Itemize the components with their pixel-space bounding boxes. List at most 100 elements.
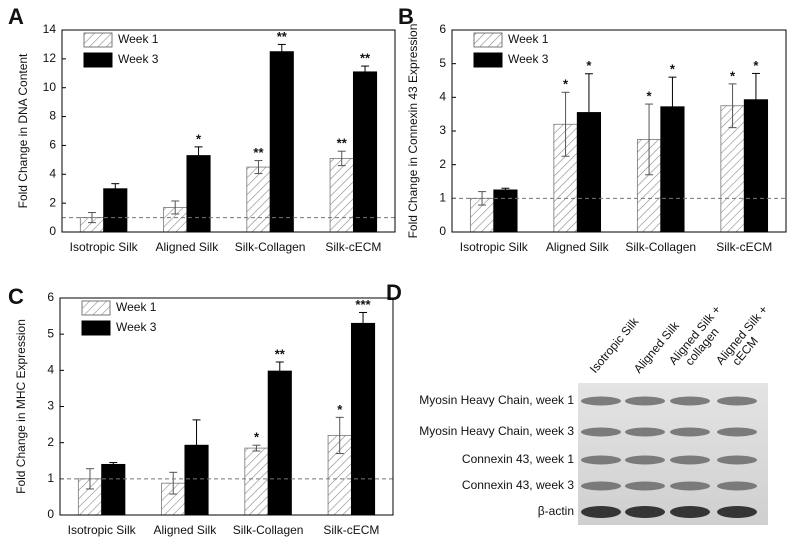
bar bbox=[103, 188, 128, 233]
error-bar bbox=[561, 91, 570, 157]
error-bar bbox=[109, 462, 118, 467]
x-tick-label: Isotropic Silk bbox=[68, 523, 137, 537]
bar bbox=[244, 447, 269, 516]
row-label: Myosin Heavy Chain, week 1 bbox=[419, 393, 574, 407]
error-bar bbox=[751, 72, 760, 127]
blot-band bbox=[581, 455, 621, 465]
y-tick-label: 2 bbox=[439, 157, 446, 171]
error-bar bbox=[584, 73, 593, 152]
error-bar bbox=[277, 43, 286, 60]
error-bar bbox=[252, 444, 261, 452]
error-bar bbox=[728, 83, 737, 129]
blot-band bbox=[625, 396, 665, 406]
blot-band bbox=[625, 455, 665, 465]
panel-label: B bbox=[398, 4, 414, 29]
blot-band bbox=[625, 506, 665, 518]
y-tick-label: 2 bbox=[49, 195, 56, 209]
significance: ** bbox=[275, 346, 286, 361]
legend-swatch bbox=[81, 300, 111, 316]
row-label: Myosin Heavy Chain, week 3 bbox=[419, 424, 574, 438]
significance: * bbox=[730, 68, 736, 83]
bar bbox=[350, 322, 376, 516]
blot-band bbox=[670, 481, 710, 491]
error-bar bbox=[359, 311, 368, 335]
panel-label: D bbox=[386, 280, 402, 305]
error-bar bbox=[335, 416, 344, 455]
x-tick-label: Isotropic Silk bbox=[460, 240, 529, 254]
error-bar bbox=[169, 471, 178, 495]
significance: ** bbox=[277, 29, 288, 44]
bar bbox=[267, 370, 292, 516]
legend-label: Week 1 bbox=[508, 32, 549, 46]
y-axis-title: Fold Change in DNA Content bbox=[16, 53, 30, 208]
blot-band bbox=[581, 481, 621, 491]
bar bbox=[329, 158, 354, 233]
x-tick-label: Aligned Silk bbox=[546, 240, 610, 254]
error-bar bbox=[171, 200, 180, 215]
bar bbox=[269, 51, 294, 233]
y-tick-label: 3 bbox=[439, 123, 446, 137]
significance: ** bbox=[253, 145, 264, 160]
legend-swatch bbox=[473, 32, 503, 48]
significance: * bbox=[254, 430, 260, 445]
y-axis-title: Fold Change in Connexin 43 Expression bbox=[406, 24, 420, 239]
error-bar bbox=[192, 419, 201, 472]
bar bbox=[101, 463, 126, 516]
significance: * bbox=[196, 131, 202, 146]
significance: ** bbox=[360, 51, 371, 66]
y-tick-label: 4 bbox=[49, 166, 56, 180]
x-tick-label: Isotropic Silk bbox=[70, 240, 139, 254]
plot-frame bbox=[59, 297, 394, 516]
significance: * bbox=[586, 58, 592, 73]
y-tick-label: 6 bbox=[439, 22, 446, 36]
error-bar bbox=[254, 160, 263, 175]
significance: * bbox=[337, 402, 343, 417]
blot-band bbox=[670, 506, 710, 518]
y-tick-label: 6 bbox=[47, 290, 54, 304]
legend-label: Week 1 bbox=[118, 32, 159, 46]
y-tick-label: 1 bbox=[439, 191, 446, 205]
bar bbox=[246, 166, 271, 233]
y-tick-label: 12 bbox=[43, 51, 57, 65]
panel-label: A bbox=[8, 4, 24, 29]
error-bar bbox=[501, 187, 510, 193]
y-tick-label: 4 bbox=[439, 90, 446, 104]
blot-band bbox=[717, 396, 757, 406]
blot-band bbox=[717, 455, 757, 465]
bar bbox=[186, 155, 211, 233]
y-tick-label: 8 bbox=[49, 109, 56, 123]
legend-swatch bbox=[81, 320, 111, 336]
panel-label: C bbox=[8, 284, 24, 309]
y-tick-label: 1 bbox=[47, 471, 54, 485]
blot-band bbox=[670, 396, 710, 406]
legend-swatch bbox=[473, 52, 503, 68]
significance: * bbox=[647, 89, 653, 104]
x-tick-label: Silk-Collagen bbox=[233, 523, 304, 537]
significance: * bbox=[670, 62, 676, 77]
blot-band bbox=[717, 427, 757, 437]
legend-label: Week 1 bbox=[116, 300, 157, 314]
x-tick-label: Silk-Collagen bbox=[235, 240, 306, 254]
x-tick-label: Silk-Collagen bbox=[625, 240, 696, 254]
error-bar bbox=[111, 183, 120, 195]
legend-swatch bbox=[83, 32, 113, 48]
x-tick-label: Silk-cECM bbox=[325, 240, 381, 254]
error-bar bbox=[337, 150, 346, 167]
error-bar bbox=[194, 146, 203, 165]
row-label: Connexin 43, week 1 bbox=[462, 452, 574, 466]
blot-band bbox=[717, 506, 757, 518]
y-tick-label: 10 bbox=[43, 80, 57, 94]
y-axis-title: Fold Change in MHC Expression bbox=[14, 319, 28, 494]
significance: * bbox=[753, 58, 759, 73]
y-tick-label: 0 bbox=[47, 507, 54, 521]
y-tick-label: 5 bbox=[47, 326, 54, 340]
blot-band bbox=[581, 396, 621, 406]
error-bar bbox=[361, 65, 370, 79]
legend-label: Week 3 bbox=[116, 320, 157, 334]
significance: *** bbox=[355, 297, 371, 312]
error-bar bbox=[645, 103, 654, 176]
x-tick-label: Aligned Silk bbox=[154, 523, 218, 537]
bar bbox=[352, 71, 378, 233]
blot-band bbox=[670, 427, 710, 437]
